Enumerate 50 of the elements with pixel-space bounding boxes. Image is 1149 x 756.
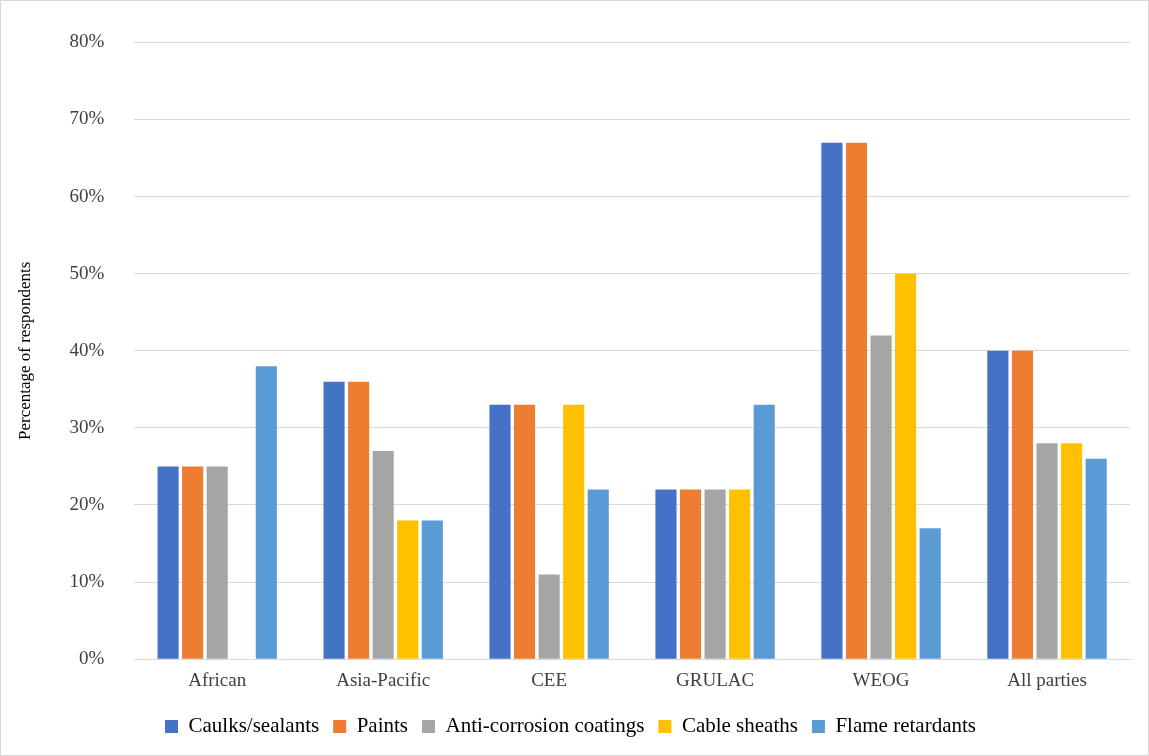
bar: [753, 404, 775, 659]
legend-label: Paints: [356, 713, 409, 738]
bar: [1011, 350, 1034, 659]
bar: [206, 466, 228, 659]
x-tick-label: Asia-Pacific: [336, 668, 431, 690]
bar: [348, 381, 370, 659]
legend-label: Anti-corrosion coatings: [445, 713, 645, 738]
x-tick-label: All parties: [1007, 668, 1087, 690]
bar: [323, 381, 345, 659]
bar: [514, 404, 536, 659]
bar: [704, 489, 726, 659]
y-tick-label: 0%: [78, 647, 105, 669]
x-tick-label: CEE: [531, 668, 568, 690]
bar: [1061, 443, 1083, 659]
bar: [489, 404, 511, 659]
bar: [895, 273, 917, 659]
y-tick-label: 40%: [69, 338, 105, 360]
bar: [255, 366, 277, 659]
bar: [655, 489, 677, 659]
y-tick-label: 70%: [69, 107, 105, 129]
legend-label: Flame retardants: [835, 713, 976, 738]
bar: [182, 466, 204, 659]
bar: [679, 489, 702, 659]
y-tick-label: 80%: [69, 30, 105, 52]
x-tick-label: WEOG: [852, 668, 910, 690]
bar: [845, 142, 868, 659]
legend-label: Caulks/sealants: [188, 713, 320, 738]
bar: [987, 350, 1009, 659]
bar: [421, 520, 443, 659]
y-tick-label: 60%: [69, 184, 105, 206]
bar: [397, 520, 419, 659]
bar: [587, 489, 609, 659]
x-tick-label: GRULAC: [676, 668, 755, 690]
bar: [372, 451, 394, 659]
legend-label: Cable sheaths: [681, 713, 798, 738]
bar: [729, 489, 751, 659]
y-tick-label: 50%: [69, 261, 105, 283]
y-tick-label: 10%: [69, 570, 105, 592]
y-axis-title: Percentage of respondents: [14, 261, 34, 441]
bar: [870, 335, 892, 659]
y-tick-label: 30%: [69, 415, 105, 437]
bar: [538, 574, 560, 659]
bar: [821, 142, 843, 659]
bar: [157, 466, 179, 659]
bar: [919, 528, 941, 659]
x-tick-label: African: [188, 668, 247, 690]
bar: [1036, 443, 1058, 659]
y-tick-label: 20%: [69, 492, 105, 514]
bar: [563, 404, 585, 659]
bar: [1085, 458, 1107, 659]
